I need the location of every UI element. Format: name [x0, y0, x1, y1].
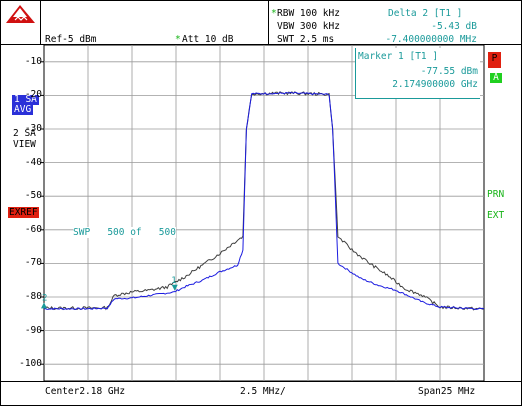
att-star: *	[175, 34, 181, 45]
marker-info-box	[355, 48, 480, 99]
marker-1-icon	[171, 284, 178, 291]
vbw-readout[interactable]: VBW 300 kHz	[277, 21, 340, 32]
plot-traces	[43, 91, 485, 311]
rbw-star: *	[271, 8, 277, 19]
marker1-level: -77.55 dBm	[420, 66, 478, 77]
logo-divider	[40, 0, 41, 44]
trace2-mode[interactable]: VIEW	[13, 139, 36, 150]
y-tick-label: -70	[24, 257, 42, 269]
trace2-label[interactable]: 2 SA	[13, 128, 36, 139]
marker-1-label: 1	[171, 276, 176, 286]
y-tick-label: -10	[24, 55, 42, 67]
plot-grid	[40, 44, 485, 382]
marker1-title: Marker 1 [T1 ]	[358, 51, 439, 62]
marker-2-icon	[41, 302, 47, 309]
swt-readout[interactable]: SWT 2.5 ms	[277, 34, 335, 45]
trace1-badge[interactable]: 1 SA	[12, 94, 39, 105]
span-readout[interactable]: Span25 MHz	[418, 386, 476, 397]
frequency-per-division: 2.5 MHz/	[240, 386, 286, 397]
y-tick-label: -20	[24, 89, 42, 101]
trace1-mode-badge[interactable]: AVG	[12, 104, 34, 115]
delta-level: -5.43 dB	[431, 21, 477, 32]
y-tick-label: -40	[24, 156, 42, 168]
p-badge: P	[488, 52, 501, 68]
center-frequency[interactable]: Center2.18 GHz	[45, 386, 126, 397]
y-tick-label: -90	[24, 324, 42, 336]
delta-frequency: -7.400000000 MHz	[385, 34, 477, 45]
y-tick-label: -60	[24, 223, 42, 235]
sweep-counter: SWP 500 of 500	[73, 227, 176, 238]
rbw-readout[interactable]: RBW 100 kHz	[277, 8, 340, 19]
y-tick-label: -50	[24, 190, 42, 202]
ref-level-readout[interactable]: Ref-5 dBm	[45, 34, 97, 45]
attenuation-readout[interactable]: Att 10 dB	[182, 34, 234, 45]
header-divider	[268, 0, 269, 44]
marker1-frequency: 2.174900000 GHz	[392, 79, 478, 90]
exref-badge: EXREF	[8, 207, 39, 218]
prn-status: PRN	[487, 189, 505, 200]
y-tick-label: -100	[19, 358, 42, 370]
trace-1-line	[43, 91, 485, 311]
y-tick-label: -80	[24, 291, 42, 302]
y-tick-label: -30	[24, 123, 42, 134]
footer-separator	[0, 381, 521, 382]
delta-marker-title: Delta 2 [T1 ]	[388, 8, 463, 19]
rohde-schwarz-logo-icon	[4, 3, 37, 25]
marker-2-label: 2	[42, 293, 47, 303]
ext-status: EXT	[487, 210, 505, 221]
a-badge: A	[490, 73, 502, 83]
plot-markers: 21	[41, 276, 178, 309]
